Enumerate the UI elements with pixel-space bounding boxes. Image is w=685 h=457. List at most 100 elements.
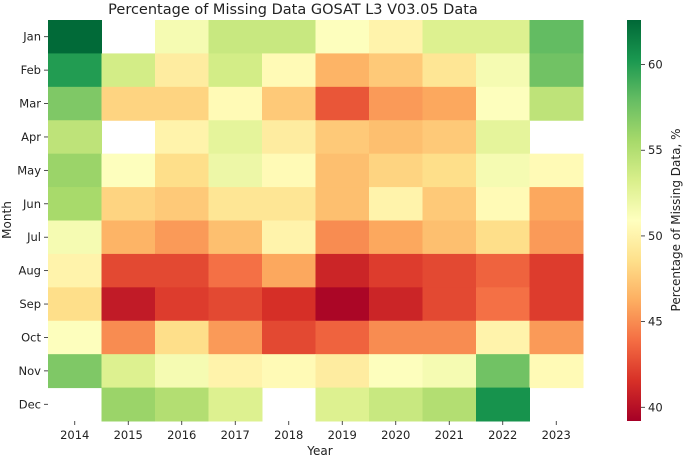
x-axis-label: Year (306, 444, 332, 457)
heatmap-cell-2019-Feb (315, 53, 370, 88)
heatmap-cell-2018-Jan (262, 20, 316, 54)
heatmap-cell-2020-Oct (369, 320, 423, 355)
heatmap-cell-2017-May (208, 153, 263, 188)
heatmap-cell-2016-Jun (155, 187, 209, 221)
heatmap-cell-2020-Jan (369, 20, 423, 54)
heatmap-cell-2023-Jul (529, 220, 584, 255)
heatmap-cell-2015-Jul (101, 220, 156, 255)
heatmap-cell-2014-Jun (48, 187, 102, 221)
heatmap-cell-2018-Jul (262, 220, 316, 255)
heatmap-cell-2017-Jul (208, 220, 263, 255)
heatmap-cell-2020-Sep (369, 287, 423, 322)
colorbar-tick-label: 50 (648, 229, 663, 243)
heatmap-cell-2015-Jun (101, 187, 156, 221)
heatmap-cell-2016-Jul (155, 220, 209, 255)
y-tick-label: Jan (22, 30, 41, 44)
colorbar-tick-label: 55 (648, 143, 663, 157)
colorbar-ticks: 40 45 50 55 60 (641, 58, 663, 414)
y-tick-label: May (17, 163, 41, 177)
heatmap-cell-2016-Mar (155, 86, 209, 121)
heatmap-cell-2014-Jan (48, 20, 102, 54)
heatmap-cell-2021-Apr (422, 120, 477, 155)
heatmap-cell-2023-Oct (529, 320, 584, 355)
x-tick-label: 2016 (167, 428, 196, 442)
heatmap-cell-2020-Mar (369, 86, 423, 121)
heatmap-cell-2020-Aug (369, 253, 423, 288)
x-tick-label: 2017 (221, 428, 250, 442)
y-tick-label: Aug (19, 264, 41, 278)
heatmap-cell-2017-Apr (208, 120, 263, 155)
heatmap-cell-2015-Sep (101, 287, 156, 322)
heatmap-cell-2014-Jul (48, 220, 102, 255)
heatmap-cell-2018-Sep (262, 287, 316, 322)
colorbar-tick-label: 45 (648, 315, 663, 329)
heatmap-cell-2014-Feb (48, 53, 102, 88)
heatmap-cell-2021-Jul (422, 220, 477, 255)
heatmap-cell-2022-Apr (476, 120, 530, 155)
x-tick-label: 2019 (328, 428, 357, 442)
heatmap-cell-2021-Oct (422, 320, 477, 355)
heatmap-cell-2016-Oct (155, 320, 209, 355)
heatmap-cell-2014-Nov (48, 354, 102, 389)
y-tick-label: Oct (21, 330, 41, 344)
heatmap-cell-2016-Nov (155, 354, 209, 389)
y-axis: Jan Feb Mar Apr May Jun Jul Aug Sep Oct Nov Dec (17, 30, 48, 411)
heatmap-cell-2015-Aug (101, 253, 156, 288)
y-tick-label: Apr (21, 130, 41, 144)
y-axis-label: Month (0, 201, 14, 239)
y-tick-label: Sep (19, 297, 41, 311)
heatmap-cell-2019-Jun (315, 187, 370, 221)
heatmap-cell-2014-May (48, 153, 102, 188)
heatmap-cell-2023-Feb (529, 53, 584, 88)
heatmap-cell-2020-Jun (369, 187, 423, 221)
y-tick-label: Jun (22, 197, 41, 211)
heatmap-cell-2022-Jan (476, 20, 530, 54)
heatmap-cell-2019-Dec (315, 387, 370, 422)
heatmap-cell-2019-Nov (315, 354, 370, 389)
heatmap-cell-2023-May (529, 153, 584, 188)
heatmap-cell-2020-Nov (369, 354, 423, 389)
heatmap-cell-2021-Mar (422, 86, 477, 121)
heatmap-cell-2017-Nov (208, 354, 263, 389)
heatmap-cell-2015-Dec (101, 387, 156, 422)
y-tick-label: Nov (19, 364, 42, 378)
heatmap-cell-2023-Nov (529, 354, 584, 389)
colorbar-tick-label: 40 (648, 400, 663, 414)
heatmap-cell-2023-Jun (529, 187, 584, 221)
heatmap-cell-2016-Dec (155, 387, 209, 422)
y-tick-label: Jul (26, 230, 41, 244)
x-tick-label: 2023 (542, 428, 571, 442)
x-tick-label: 2021 (435, 428, 464, 442)
heatmap-cell-2017-Sep (208, 287, 263, 322)
heatmap-cell-2021-Aug (422, 253, 477, 288)
colorbar (627, 20, 641, 421)
heatmap-cell-2020-Feb (369, 53, 423, 88)
heatmap-cell-2023-Mar (529, 86, 584, 121)
heatmap-cell-2018-Feb (262, 53, 316, 88)
heatmap-cell-2016-Jan (155, 20, 209, 54)
y-tick-label: Mar (19, 97, 41, 111)
heatmap-cell-2021-May (422, 153, 477, 188)
heatmap-cell-2020-Dec (369, 387, 423, 422)
heatmap-cell-2021-Nov (422, 354, 477, 389)
heatmap-cell-2022-Aug (476, 253, 530, 288)
heatmap-cell-2021-Feb (422, 53, 477, 88)
heatmap-cell-2021-Jan (422, 20, 477, 54)
heatmap-cell-2019-Apr (315, 120, 370, 155)
x-tick-label: 2014 (60, 428, 89, 442)
heatmap-cell-2015-Feb (101, 53, 156, 88)
x-tick-label: 2020 (381, 428, 410, 442)
heatmap-cell-2014-Apr (48, 120, 102, 155)
heatmap-cell-2020-Jul (369, 220, 423, 255)
heatmap-cell-2023-Jan (529, 20, 584, 54)
heatmap-cell-2022-Nov (476, 354, 530, 389)
heatmap-cell-2021-Jun (422, 187, 477, 221)
heatmap-cell-2014-Mar (48, 86, 102, 121)
heatmap-cell-2018-Jun (262, 187, 316, 221)
heatmap-cell-2022-Oct (476, 320, 530, 355)
heatmap-cell-2015-Mar (101, 86, 156, 121)
heatmap-cell-2017-Dec (208, 387, 263, 422)
heatmap-cell-2019-Oct (315, 320, 370, 355)
chart-title: Percentage of Missing Data GOSAT L3 V03.… (108, 2, 478, 18)
